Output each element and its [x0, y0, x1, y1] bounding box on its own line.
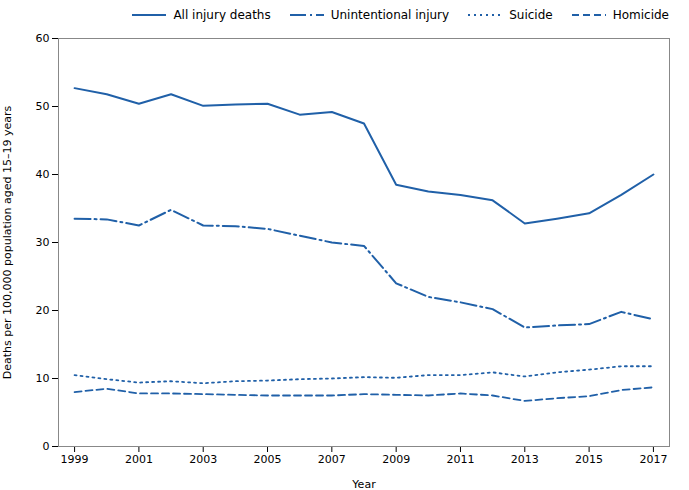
svg-text:2005: 2005 — [254, 453, 282, 466]
svg-text:2001: 2001 — [125, 453, 153, 466]
svg-text:0: 0 — [43, 440, 50, 453]
svg-text:30: 30 — [36, 236, 50, 249]
svg-text:Deaths per 100,000 population: Deaths per 100,000 population aged 15–19… — [1, 105, 14, 379]
svg-text:60: 60 — [36, 32, 50, 45]
svg-text:2017: 2017 — [639, 453, 667, 466]
svg-text:50: 50 — [36, 100, 50, 113]
svg-text:2003: 2003 — [189, 453, 217, 466]
svg-text:2011: 2011 — [446, 453, 474, 466]
svg-text:Year: Year — [351, 478, 376, 490]
html-text:Unintentional injury: Unintentional injury — [330, 8, 450, 22]
svg-text:20: 20 — [36, 304, 50, 317]
svg-text:1999: 1999 — [61, 453, 89, 466]
svg-text:10: 10 — [36, 372, 50, 385]
svg-text:2015: 2015 — [575, 453, 603, 466]
html-text:All injury deaths: All injury deaths — [173, 8, 271, 22]
svg-text:2007: 2007 — [318, 453, 346, 466]
svg-text:2013: 2013 — [511, 453, 539, 466]
html-text:Homicide: Homicide — [612, 8, 669, 22]
svg-text:40: 40 — [36, 168, 50, 181]
html-text:Suicide: Suicide — [509, 8, 553, 22]
svg-text:2009: 2009 — [382, 453, 410, 466]
